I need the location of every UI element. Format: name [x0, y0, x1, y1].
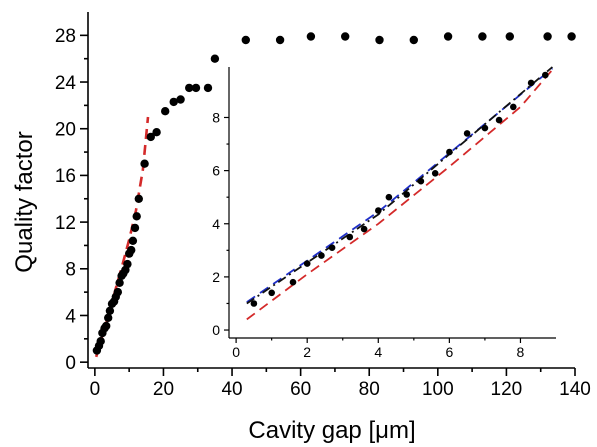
- inset-data-point: [481, 124, 489, 132]
- inset-data-point: [346, 233, 354, 241]
- inset-y-tick-label: 6: [212, 163, 220, 179]
- inset-data-point: [417, 177, 425, 185]
- data-point: [375, 35, 384, 45]
- inset-x-tick-label: 8: [517, 344, 525, 360]
- data-point: [443, 32, 453, 41]
- data-point: [152, 128, 161, 137]
- inset-fit-line-dashdot: [246, 66, 553, 305]
- data-point: [123, 259, 132, 269]
- inset-data-point: [328, 244, 336, 251]
- data-point: [130, 223, 140, 233]
- data-point: [102, 321, 111, 331]
- y-tick-label: 28: [55, 26, 76, 47]
- x-tick-label: 60: [290, 379, 311, 400]
- inset-data-point: [289, 278, 297, 286]
- data-point: [203, 83, 213, 93]
- inset-data-point: [431, 170, 439, 177]
- data-point: [306, 32, 316, 41]
- inset-data-point: [542, 71, 549, 79]
- y-tick-label: 12: [55, 213, 76, 234]
- inset-data-point: [385, 193, 393, 201]
- data-point: [176, 95, 185, 104]
- x-tick-label: 40: [221, 379, 242, 400]
- inset-data-point: [495, 116, 503, 124]
- data-point: [191, 83, 201, 93]
- data-point: [275, 35, 285, 45]
- data-point: [134, 194, 143, 203]
- y-tick-label: 16: [55, 166, 76, 187]
- data-point: [185, 83, 194, 93]
- x-tick-label: 0: [90, 379, 101, 400]
- inset-data-point: [463, 130, 471, 137]
- y-tick-label: 8: [65, 260, 76, 281]
- x-tick-label: 20: [153, 379, 174, 400]
- inset-y-tick-label: 8: [212, 110, 220, 126]
- y-tick-label: 24: [55, 73, 77, 94]
- data-point: [105, 306, 115, 315]
- data-point: [113, 287, 123, 297]
- x-tick-label: 140: [559, 379, 591, 400]
- inset-x-tick-label: 0: [232, 344, 240, 360]
- inset-data-point: [510, 103, 517, 111]
- inset-y-tick-label: 4: [212, 216, 220, 232]
- inset-y-tick-label: 0: [212, 322, 220, 338]
- data-point: [169, 97, 178, 107]
- x-tick-label: 100: [422, 379, 454, 400]
- data-point: [96, 337, 105, 346]
- x-tick-label: 80: [359, 379, 380, 400]
- inset-y-tick-label: 2: [212, 269, 220, 285]
- y-tick-label: 20: [55, 120, 76, 141]
- data-point: [505, 32, 514, 41]
- inset-data-point: [403, 191, 411, 198]
- data-point: [127, 245, 136, 255]
- inset-data-point: [268, 289, 276, 297]
- data-point: [146, 132, 155, 142]
- inset-x-tick-label: 4: [374, 344, 382, 360]
- x-axis-title: Cavity gap [μm]: [248, 417, 415, 444]
- data-point: [115, 278, 124, 287]
- y-tick-label: 4: [65, 306, 76, 327]
- inset-data-point: [250, 300, 258, 307]
- data-point: [409, 35, 418, 45]
- fit-line-dashed: [94, 116, 150, 358]
- inset-data-point: [375, 207, 382, 214]
- inset-data-point: [527, 79, 535, 87]
- inset-fit-line-dashed: [246, 67, 553, 303]
- data-point: [241, 35, 250, 45]
- x-tick-label: 120: [491, 379, 523, 400]
- data-point: [210, 54, 220, 63]
- inset-data-point: [360, 225, 368, 233]
- data-point: [104, 313, 113, 322]
- data-point: [567, 32, 576, 41]
- data-point: [161, 107, 170, 116]
- data-point: [478, 32, 487, 41]
- inset-data-point: [318, 252, 325, 259]
- inset-data-point: [303, 260, 311, 267]
- inset-x-tick-label: 6: [445, 344, 453, 360]
- inset-fit-line-dashed: [246, 69, 554, 321]
- inset-plot: 0 2 4 6 8 0 2 4 6 8: [212, 66, 556, 360]
- data-point: [543, 32, 552, 41]
- inset-data-point: [446, 148, 453, 156]
- inset-x-tick-label: 2: [303, 344, 311, 360]
- data-point: [341, 32, 350, 41]
- data-point: [140, 159, 149, 168]
- data-point: [128, 236, 138, 245]
- data-point: [132, 212, 141, 221]
- y-axis-title: Quality factor: [11, 131, 38, 272]
- y-tick-label: 0: [65, 353, 76, 374]
